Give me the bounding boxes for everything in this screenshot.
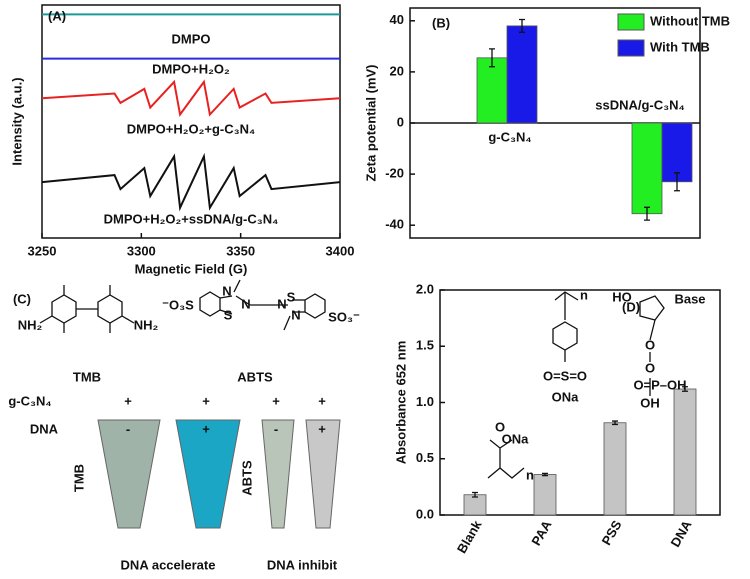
x-axis-label: Magnetic Field (G) bbox=[135, 261, 248, 276]
error-bar bbox=[542, 472, 548, 477]
panel-label: (D) bbox=[622, 299, 640, 314]
sign: + bbox=[202, 393, 210, 408]
spectrum-line bbox=[41, 79, 341, 117]
x-tick-label: 3300 bbox=[127, 243, 156, 258]
structure-label: Base bbox=[674, 291, 705, 306]
polymer-structures bbox=[487, 291, 665, 479]
legend-swatch bbox=[617, 39, 645, 57]
structure-label: O=S=O bbox=[543, 368, 587, 383]
bar bbox=[506, 25, 538, 124]
error-bar bbox=[472, 491, 478, 498]
category-label: Blank bbox=[454, 517, 485, 556]
structure-label: ONa bbox=[502, 431, 530, 446]
bar bbox=[476, 57, 508, 124]
y-tick-label: -20 bbox=[385, 166, 404, 181]
error-bar bbox=[682, 386, 688, 392]
legend-label: With TMB bbox=[650, 39, 710, 54]
y-tick-label: -40 bbox=[385, 217, 404, 232]
atom-label: NH₂ bbox=[134, 317, 159, 332]
spectrum-line bbox=[41, 152, 341, 212]
category-label: ssDNA/g-C₃N₄ bbox=[595, 97, 685, 112]
y-axis-label: Intensity (a.u.) bbox=[9, 77, 24, 165]
category-label: PAA bbox=[528, 517, 555, 548]
trace-label: DMPO+H₂O₂+g-C₃N₄ bbox=[127, 121, 256, 136]
row-label: DNA bbox=[30, 421, 59, 436]
bar bbox=[463, 494, 487, 516]
atom-label: N bbox=[291, 307, 300, 322]
x-tick-label: 3400 bbox=[326, 243, 355, 258]
trace-label: DMPO bbox=[172, 31, 211, 46]
atom-label: ⁻O₃S bbox=[162, 297, 194, 312]
atom-label: S bbox=[224, 307, 233, 322]
sign: - bbox=[126, 421, 130, 436]
atom-label: N bbox=[222, 283, 231, 298]
tube-label: ABTS bbox=[239, 460, 254, 496]
bar bbox=[631, 122, 663, 215]
error-bar bbox=[612, 420, 618, 426]
panel-label: (B) bbox=[432, 15, 450, 30]
bar bbox=[603, 422, 627, 516]
y-axis-label: Zeta potential (mV) bbox=[363, 64, 378, 181]
legend-label: Without TMB bbox=[650, 13, 730, 28]
structure-label: O bbox=[645, 360, 655, 375]
structure-label: O=P–OH bbox=[633, 377, 686, 392]
trace-label: DMPO+H₂O₂+ssDNA/g-C₃N₄ bbox=[104, 211, 279, 226]
sign: + bbox=[202, 421, 210, 436]
y-tick-label: 1.0 bbox=[416, 394, 434, 409]
error-bar bbox=[674, 172, 680, 192]
tube-photos bbox=[97, 419, 341, 529]
x-tick-label: 3350 bbox=[226, 243, 255, 258]
structure-label: O bbox=[495, 419, 505, 434]
tmb-structure bbox=[39, 285, 135, 333]
row-label: g-C₃N₄ bbox=[8, 393, 51, 408]
atom-label: N bbox=[277, 296, 286, 311]
y-tick-label: 0.0 bbox=[416, 506, 434, 521]
caption: DNA accelerate bbox=[121, 557, 216, 572]
sign: + bbox=[318, 421, 326, 436]
structure-label: O bbox=[645, 337, 655, 352]
y-tick-label: 0 bbox=[397, 114, 404, 129]
structure-label: HO bbox=[612, 289, 632, 304]
y-tick-label: 40 bbox=[390, 12, 404, 27]
atom-label: NH₂ bbox=[18, 317, 43, 332]
structure-label: n bbox=[580, 287, 588, 302]
atom-label: SO₃⁻ bbox=[328, 309, 360, 324]
y-tick-label: 1.5 bbox=[416, 338, 434, 353]
sign: + bbox=[124, 393, 132, 408]
y-tick-label: 2.0 bbox=[416, 281, 434, 296]
trace-label: DMPO+H₂O₂ bbox=[152, 61, 230, 76]
tube-label: TMB bbox=[71, 464, 86, 492]
atom-label: N bbox=[241, 296, 250, 311]
panel-label: (A) bbox=[48, 8, 66, 23]
legend-swatch bbox=[617, 13, 645, 31]
error-bar bbox=[644, 206, 650, 221]
x-tick-label: 3250 bbox=[28, 243, 57, 258]
atom-label: S bbox=[287, 289, 296, 304]
structure-label: ONa bbox=[552, 389, 580, 404]
bar bbox=[673, 388, 697, 516]
structure-label: OH bbox=[640, 395, 660, 410]
error-bar bbox=[489, 48, 495, 68]
caption: DNA inhibit bbox=[267, 557, 338, 572]
abts-structure bbox=[199, 279, 326, 331]
y-tick-label: 0.5 bbox=[416, 450, 434, 465]
category-label: g-C₃N₄ bbox=[488, 129, 531, 144]
y-tick-label: 20 bbox=[390, 63, 404, 78]
error-bar bbox=[519, 18, 525, 33]
bar bbox=[533, 474, 557, 516]
panel-label: (C) bbox=[13, 291, 31, 306]
molecule-name: TMB bbox=[73, 369, 101, 384]
sign: + bbox=[318, 393, 326, 408]
y-axis-label: Absorbance 652 nm bbox=[393, 341, 408, 465]
molecule-name: ABTS bbox=[237, 369, 273, 384]
category-label: DNA bbox=[667, 517, 694, 549]
category-label: PSS bbox=[599, 517, 625, 547]
structure-label: n bbox=[526, 467, 534, 482]
panel-a-frame bbox=[41, 4, 341, 239]
sign: + bbox=[272, 393, 280, 408]
sign: - bbox=[274, 421, 278, 436]
